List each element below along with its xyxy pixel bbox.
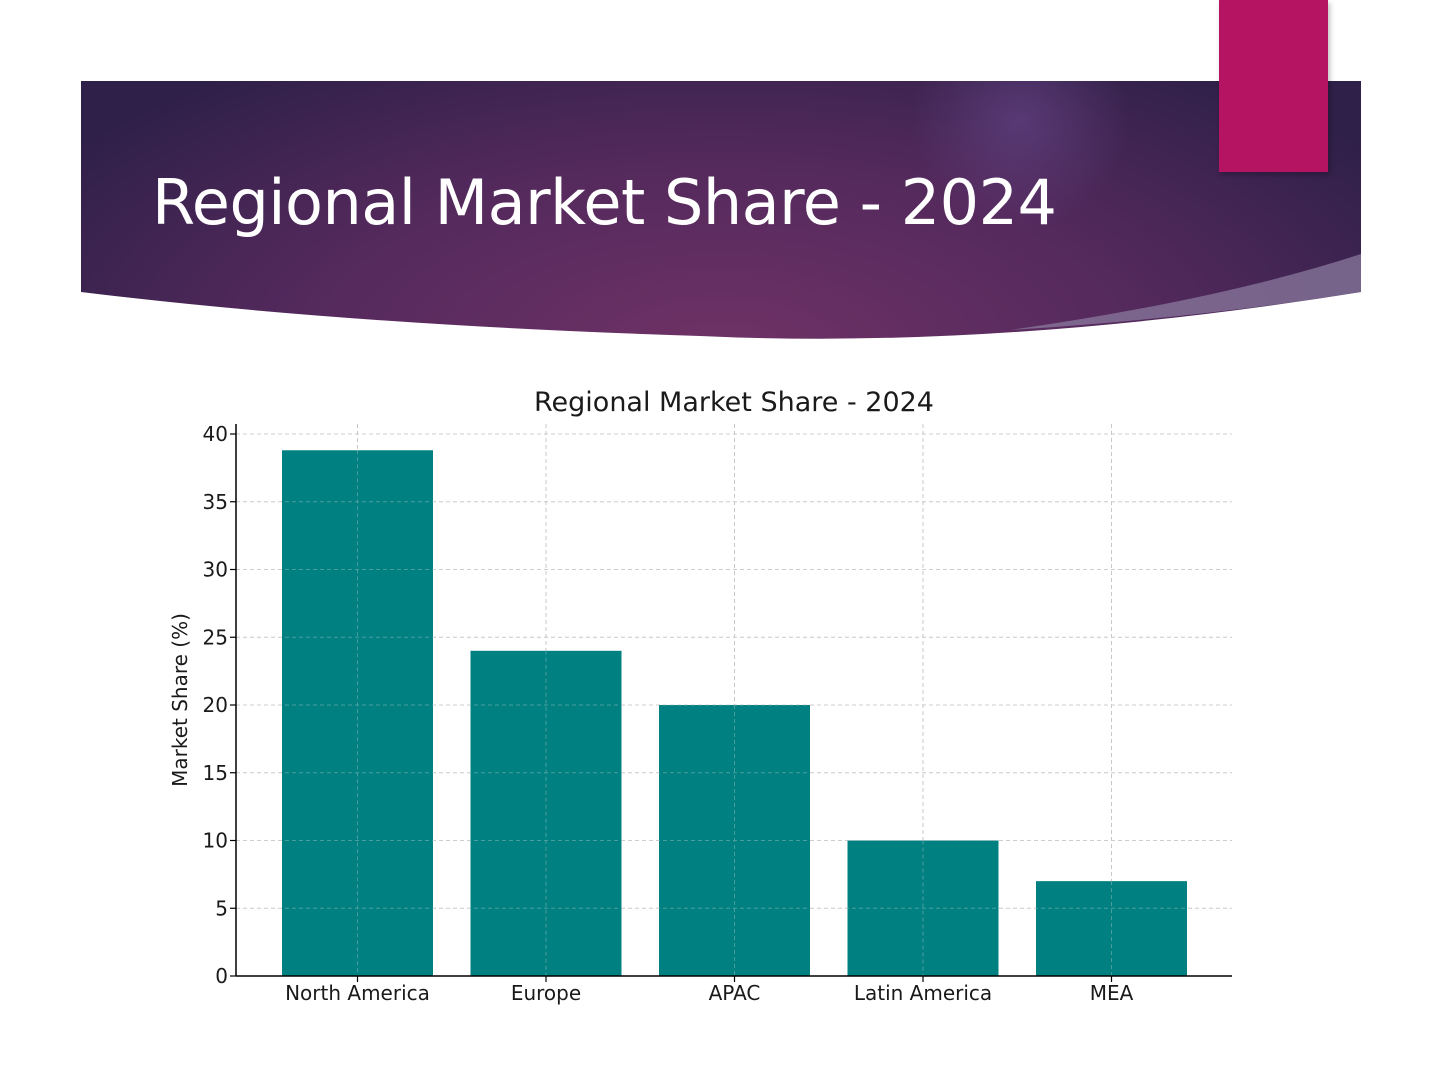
y-tick-label: 40	[203, 422, 228, 446]
bar-layer	[236, 433, 1232, 976]
y-tick-label: 15	[203, 761, 228, 785]
banner-glow	[81, 81, 1361, 339]
bar-apac	[659, 705, 810, 976]
y-tick-label: 10	[203, 829, 228, 853]
bar-north-america	[282, 450, 433, 976]
x-tick-label: Europe	[511, 981, 581, 1005]
y-tick-label: 5	[215, 896, 228, 920]
x-tick-label: North America	[285, 981, 430, 1005]
banner-swoosh	[1010, 254, 1361, 330]
label-layer: 0 5 10 15 20 25 30 35 40 North America Europe APAC L…	[203, 422, 1134, 1005]
slide-title: Regional Market Share - 2024	[152, 166, 1057, 239]
bar-europe	[470, 650, 622, 976]
bar-latin-america	[847, 840, 999, 976]
x-tick-label: APAC	[709, 981, 761, 1005]
y-tick-label: 0	[215, 964, 228, 988]
y-tick-label: 35	[203, 490, 228, 514]
y-tick-label: 30	[203, 558, 228, 582]
y-axis-label: Market Share (%)	[168, 613, 192, 787]
axis-layer	[230, 424, 1232, 982]
accent-tab	[1219, 0, 1328, 172]
title-banner	[81, 81, 1361, 339]
x-tick-label: MEA	[1090, 981, 1134, 1005]
chart-title: Regional Market Share - 2024	[534, 387, 934, 418]
y-tick-label: 25	[203, 625, 228, 649]
grid-overlay	[236, 433, 1232, 976]
bar-mea	[1036, 881, 1187, 976]
x-tick-label: Latin America	[854, 981, 992, 1005]
y-tick-label: 20	[203, 693, 228, 717]
